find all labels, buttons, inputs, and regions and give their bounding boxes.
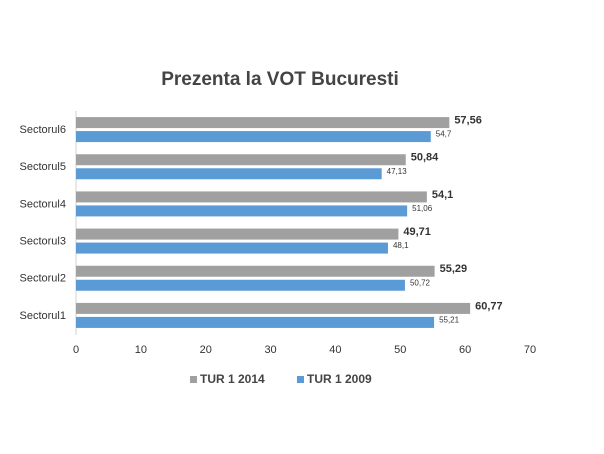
bar <box>76 228 399 240</box>
x-tick-label: 0 <box>73 344 79 356</box>
y-tick-label: Sectorul4 <box>20 198 66 210</box>
legend-swatch <box>297 376 304 383</box>
value-label: 50,72 <box>410 278 431 287</box>
x-tick-label: 60 <box>459 344 471 356</box>
bar <box>76 265 435 277</box>
value-label: 55,29 <box>440 263 468 275</box>
x-tick-label: 30 <box>264 344 276 356</box>
x-tick-label: 20 <box>200 344 212 356</box>
x-tick-label: 70 <box>524 344 536 356</box>
value-label: 60,77 <box>475 300 503 312</box>
value-label: 51,06 <box>412 204 433 213</box>
legend-label: TUR 1 2009 <box>307 372 372 386</box>
x-tick-label: 40 <box>329 344 341 356</box>
bar <box>76 316 435 328</box>
value-label: 48,1 <box>393 241 409 250</box>
bar <box>76 205 408 217</box>
legend-label: TUR 1 2014 <box>200 372 265 386</box>
y-tick-label: Sectorul2 <box>20 273 66 285</box>
y-tick-label: Sectorul3 <box>20 235 66 247</box>
value-label: 50,84 <box>411 152 439 164</box>
bar <box>76 279 405 291</box>
value-label: 49,71 <box>403 226 431 238</box>
bar <box>76 154 406 166</box>
y-tick-label: Sectorul6 <box>20 124 66 136</box>
x-tick-label: 50 <box>394 344 406 356</box>
x-tick-label: 10 <box>135 344 147 356</box>
y-tick-label: Sectorul1 <box>20 310 66 322</box>
chart-title: Prezenta la VOT Bucuresti <box>161 69 399 90</box>
bar <box>76 242 388 254</box>
bar <box>76 191 427 203</box>
value-label: 55,21 <box>439 316 460 325</box>
bar <box>76 302 471 314</box>
value-label: 54,7 <box>436 130 452 139</box>
y-tick-label: Sectorul5 <box>20 161 66 173</box>
value-label: 54,1 <box>432 189 453 201</box>
legend-swatch <box>190 376 197 383</box>
bar <box>76 117 450 129</box>
value-label: 47,13 <box>387 167 408 176</box>
value-label: 57,56 <box>454 114 482 126</box>
bar <box>76 168 382 180</box>
bar <box>76 131 431 143</box>
